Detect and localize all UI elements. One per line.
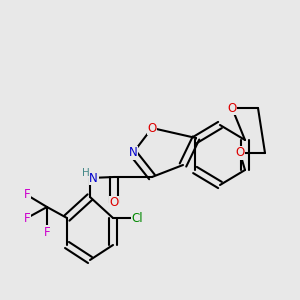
Text: O: O xyxy=(236,146,244,160)
Text: O: O xyxy=(110,196,118,209)
Text: Cl: Cl xyxy=(131,212,143,224)
Text: F: F xyxy=(24,188,30,202)
Text: F: F xyxy=(24,212,30,224)
Text: O: O xyxy=(227,101,237,115)
Text: N: N xyxy=(89,172,98,184)
Text: O: O xyxy=(147,122,157,134)
Text: N: N xyxy=(129,146,137,160)
Text: F: F xyxy=(44,226,50,238)
Text: H: H xyxy=(82,168,89,178)
